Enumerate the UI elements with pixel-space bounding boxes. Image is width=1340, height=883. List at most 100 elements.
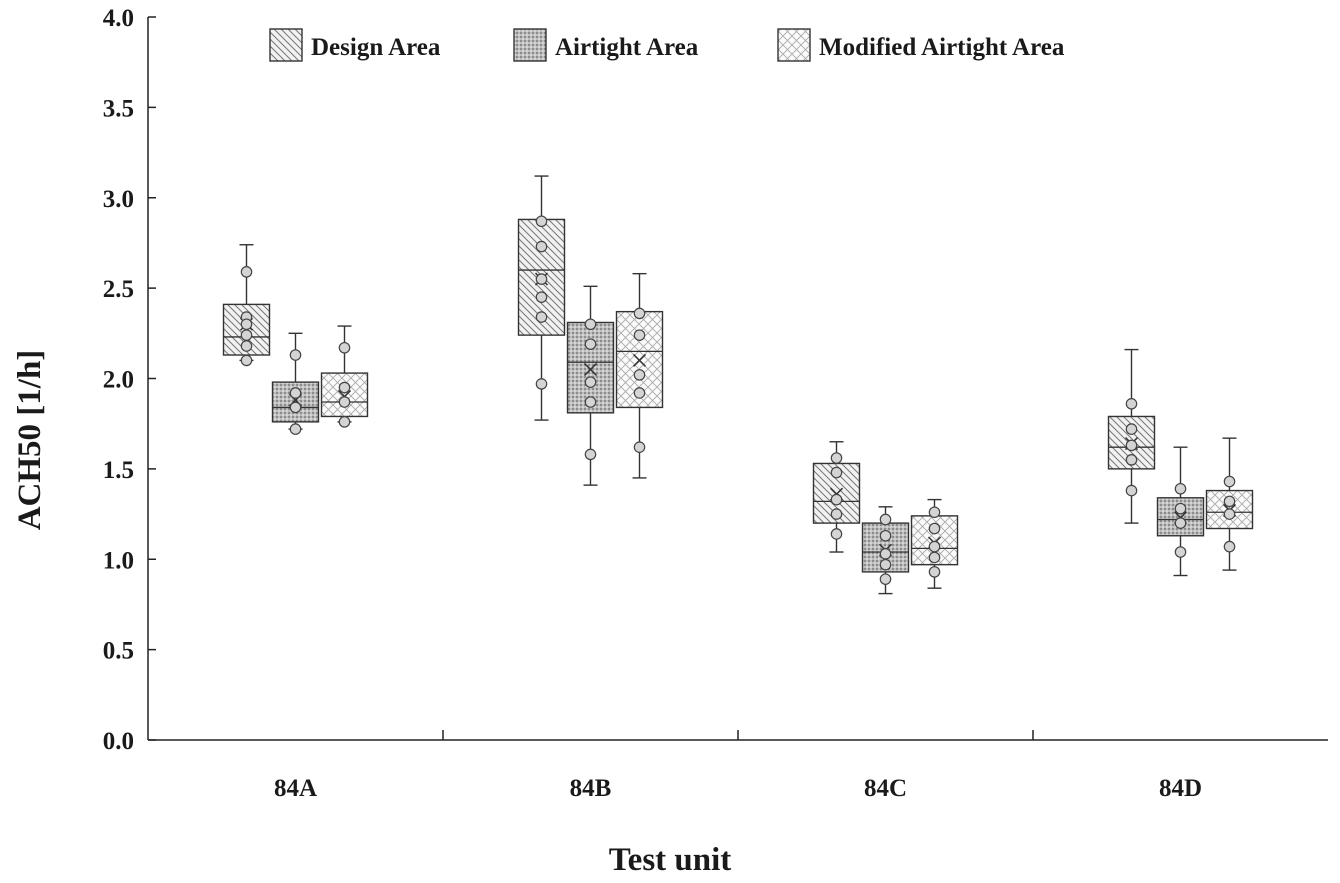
data-point bbox=[830, 452, 843, 464]
legend-label: Design Area bbox=[311, 34, 441, 61]
legend-swatch bbox=[777, 28, 811, 62]
data-point bbox=[1223, 508, 1236, 520]
data-point bbox=[535, 240, 548, 253]
legend-item-design-area: Design Area bbox=[269, 28, 441, 62]
data-point bbox=[535, 311, 548, 323]
data-point bbox=[928, 566, 941, 578]
data-point bbox=[1125, 454, 1138, 466]
data-point bbox=[535, 291, 548, 303]
legend-item-airtight-area: Airtight Area bbox=[513, 28, 699, 62]
data-point bbox=[1223, 475, 1236, 488]
box-84D-modified-airtight-area bbox=[1205, 437, 1254, 571]
data-point bbox=[633, 387, 646, 399]
box-84C-design-area bbox=[812, 441, 861, 553]
data-point bbox=[633, 441, 646, 453]
mean-marker bbox=[583, 362, 598, 376]
y-tick-label: 2.5 bbox=[103, 276, 134, 303]
x-tick-label: 84C bbox=[864, 775, 907, 802]
y-tick-label: 2.0 bbox=[103, 367, 134, 394]
data-point bbox=[879, 573, 892, 585]
data-point bbox=[928, 540, 941, 553]
data-point bbox=[1174, 517, 1187, 529]
box-84C-airtight-area bbox=[861, 506, 910, 595]
box-84C-modified-airtight-area bbox=[910, 498, 959, 589]
y-tick-label: 3.0 bbox=[103, 186, 134, 213]
data-point bbox=[830, 493, 843, 506]
x-tick-label: 84D bbox=[1159, 775, 1202, 802]
data-point bbox=[535, 215, 548, 228]
x-tick-label: 84A bbox=[274, 775, 317, 802]
data-point bbox=[338, 341, 351, 354]
data-point bbox=[289, 387, 302, 399]
data-point bbox=[633, 329, 646, 341]
y-tick-label: 1.5 bbox=[103, 457, 134, 484]
data-point bbox=[338, 416, 351, 428]
data-point bbox=[879, 529, 892, 542]
data-point bbox=[584, 396, 597, 408]
box-84A-airtight-area bbox=[271, 332, 320, 435]
data-point bbox=[1125, 484, 1138, 497]
data-point bbox=[338, 396, 351, 408]
legend: Design Area Airtight Area Modified Airtigh… bbox=[269, 28, 1065, 62]
data-point bbox=[633, 307, 646, 320]
data-point bbox=[1125, 398, 1138, 410]
data-point bbox=[240, 318, 253, 331]
data-point bbox=[928, 506, 941, 519]
data-point bbox=[1174, 482, 1187, 495]
data-point bbox=[879, 558, 892, 571]
legend-swatch bbox=[269, 28, 303, 62]
data-point bbox=[338, 381, 351, 394]
data-point bbox=[1174, 546, 1187, 558]
y-tick-label: 1.0 bbox=[103, 547, 134, 574]
data-point bbox=[1125, 439, 1138, 452]
data-point bbox=[584, 318, 597, 331]
data-point bbox=[830, 528, 843, 540]
box-84D-airtight-area bbox=[1156, 446, 1205, 577]
box-84A-modified-airtight-area bbox=[320, 325, 369, 428]
data-point bbox=[633, 369, 646, 381]
data-point bbox=[240, 329, 253, 341]
data-point bbox=[928, 522, 941, 535]
data-point bbox=[289, 423, 302, 435]
y-tick-label: 0.0 bbox=[103, 728, 134, 755]
data-point bbox=[1174, 502, 1187, 515]
data-point bbox=[1223, 540, 1236, 553]
x-tick-label: 84B bbox=[570, 775, 612, 802]
box-iqr bbox=[320, 372, 369, 418]
box-84B-design-area bbox=[517, 175, 566, 421]
data-point bbox=[879, 513, 892, 526]
y-tick-label: 0.5 bbox=[103, 638, 134, 665]
x-axis-title: Test unit bbox=[609, 842, 732, 878]
data-point bbox=[830, 508, 843, 520]
data-point bbox=[289, 349, 302, 361]
data-point bbox=[584, 376, 597, 388]
y-axis-title: ACH50 [1/h] bbox=[12, 350, 48, 531]
data-point bbox=[584, 448, 597, 461]
y-tick-label: 4.0 bbox=[103, 5, 134, 32]
legend-label: Airtight Area bbox=[555, 34, 699, 61]
data-point bbox=[879, 548, 892, 560]
legend-item-modified-airtight-area: Modified Airtight Area bbox=[777, 28, 1065, 62]
data-point bbox=[1125, 423, 1138, 435]
axes: 0.0 0.5 1.0 1.5 2.0 2.5 3.0 3.5 4.0 84A 84B 84C 84D bbox=[103, 5, 1328, 802]
data-point bbox=[535, 273, 548, 285]
mean-marker bbox=[632, 353, 647, 367]
data-point bbox=[535, 378, 548, 390]
data-point bbox=[830, 466, 843, 479]
box-84A-design-area bbox=[222, 244, 271, 367]
data-point bbox=[928, 551, 941, 564]
plot-area bbox=[222, 175, 1254, 595]
box-84B-airtight-area bbox=[566, 285, 615, 486]
box-84B-modified-airtight-area bbox=[615, 272, 664, 479]
data-point bbox=[240, 354, 253, 367]
data-point bbox=[1223, 495, 1236, 508]
legend-swatch bbox=[513, 28, 547, 62]
data-point bbox=[584, 338, 597, 350]
data-point bbox=[240, 266, 253, 278]
y-tick-label: 3.5 bbox=[103, 95, 134, 122]
data-point bbox=[240, 340, 253, 352]
data-point bbox=[289, 401, 302, 414]
legend-label: Modified Airtight Area bbox=[819, 34, 1065, 61]
box-84D-design-area bbox=[1107, 348, 1156, 524]
